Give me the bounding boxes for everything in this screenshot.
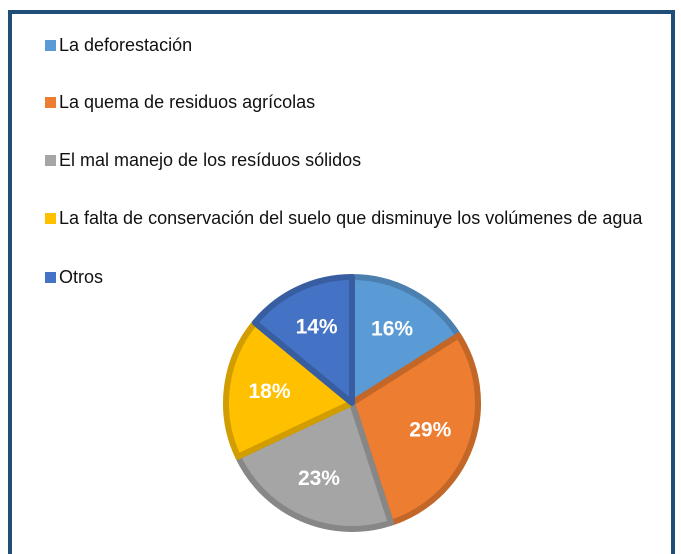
page: La deforestación La quema de residuos agr… bbox=[8, 10, 675, 554]
legend-item: La falta de conservación del suelo que d… bbox=[45, 207, 665, 229]
pie-slice bbox=[251, 274, 355, 406]
pie-slice bbox=[349, 332, 481, 526]
data-label: 29% bbox=[409, 419, 451, 442]
pie-slice bbox=[223, 319, 355, 460]
legend-swatch bbox=[45, 213, 56, 224]
pie-slice bbox=[234, 400, 394, 532]
chart: 16% 29% 23% 18% 14% bbox=[223, 274, 481, 532]
legend-swatch bbox=[45, 97, 56, 108]
legend-label: El mal manejo de los resíduos sólidos bbox=[59, 150, 362, 170]
legend-label: Otros bbox=[59, 267, 104, 287]
legend-item: Otros bbox=[45, 266, 665, 288]
pie-slice bbox=[349, 274, 462, 406]
legend-swatch bbox=[45, 40, 56, 51]
data-label: 23% bbox=[298, 467, 340, 490]
legend-label: La falta de conservación del suelo que d… bbox=[59, 208, 643, 228]
legend-swatch bbox=[45, 155, 56, 166]
data-label: 16% bbox=[371, 318, 413, 341]
data-label: 18% bbox=[248, 380, 290, 403]
data-label: 14% bbox=[296, 315, 338, 338]
legend-swatch bbox=[45, 272, 56, 283]
legend-item: La deforestación bbox=[45, 34, 665, 56]
legend-item: La quema de residuos agrícolas bbox=[45, 91, 665, 113]
legend-item: El mal manejo de los resíduos sólidos bbox=[45, 149, 665, 171]
legend-label: La deforestación bbox=[59, 35, 193, 55]
legend-label: La quema de residuos agrícolas bbox=[59, 92, 316, 112]
frame bbox=[8, 10, 675, 554]
